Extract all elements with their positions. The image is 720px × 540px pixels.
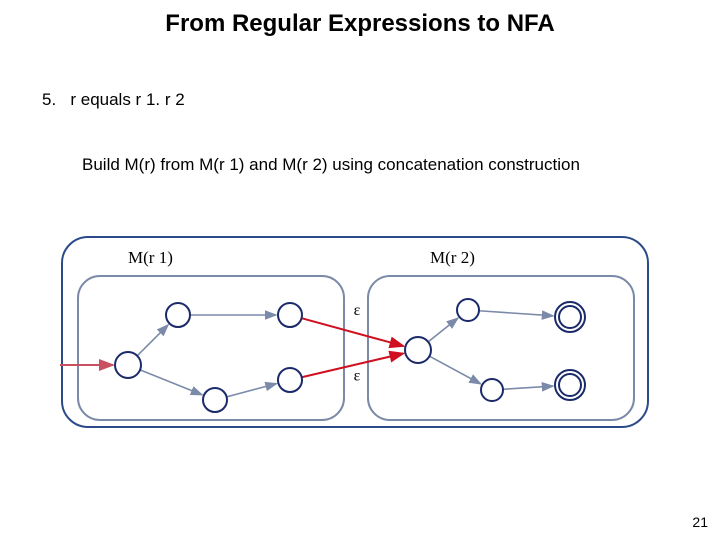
mr1-label: M(r 1) <box>128 248 173 267</box>
body-text: Build M(r) from M(r 1) and M(r 2) using … <box>82 155 580 175</box>
bullet-text: r equals r 1. r 2 <box>70 90 184 109</box>
mr2-label: M(r 2) <box>430 248 475 267</box>
bullet-number: 5. <box>42 90 56 109</box>
page-number: 21 <box>692 514 708 530</box>
slide-title: From Regular Expressions to NFA <box>0 10 720 38</box>
nfa-concat-diagram: M(r 1) M(r 2) ε ε <box>60 235 650 435</box>
epsilon-label: ε <box>354 367 361 384</box>
epsilon-label: ε <box>354 302 361 319</box>
bullet-row: 5. r equals r 1. r 2 <box>42 90 185 110</box>
